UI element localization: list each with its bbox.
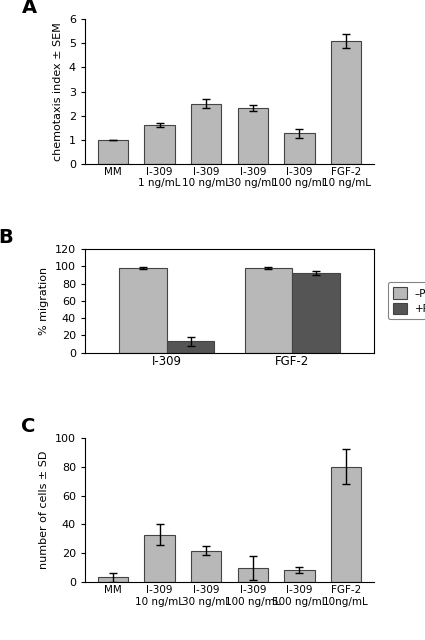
Bar — [244, 268, 292, 353]
Y-axis label: % migration: % migration — [39, 267, 49, 335]
Bar — [191, 550, 221, 582]
Bar — [292, 273, 340, 353]
Bar — [284, 570, 314, 582]
Bar — [98, 577, 128, 582]
Text: C: C — [21, 417, 36, 436]
Bar — [331, 41, 361, 164]
Legend: –PTX, +PTX: –PTX, +PTX — [388, 282, 425, 319]
Bar — [331, 467, 361, 582]
Bar — [238, 568, 268, 582]
Y-axis label: chemotaxis index ± SEM: chemotaxis index ± SEM — [53, 22, 63, 161]
Text: B: B — [0, 228, 13, 247]
Text: A: A — [21, 0, 37, 17]
Bar — [284, 133, 314, 164]
Bar — [144, 534, 175, 582]
Bar — [238, 108, 268, 164]
Bar — [191, 104, 221, 164]
Bar — [119, 268, 167, 353]
Bar — [167, 341, 215, 353]
Bar — [144, 125, 175, 164]
Bar — [98, 140, 128, 164]
Y-axis label: number of cells ± SD: number of cells ± SD — [40, 451, 49, 569]
